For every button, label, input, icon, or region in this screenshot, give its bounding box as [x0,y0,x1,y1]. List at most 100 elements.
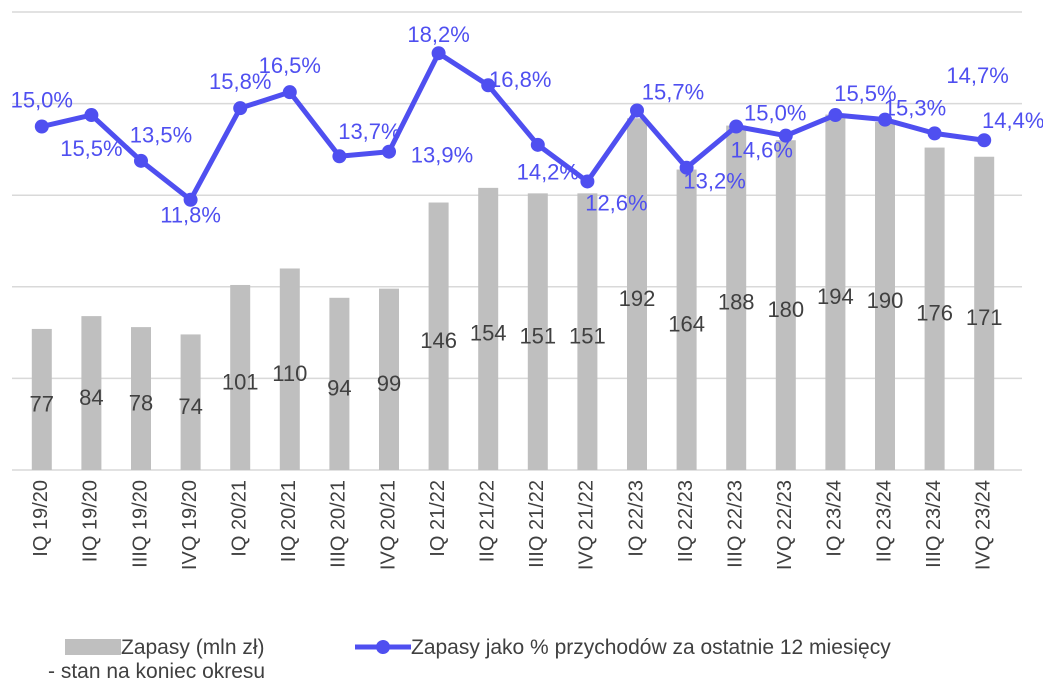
legend-swatch [355,640,411,654]
line-marker [778,128,793,143]
data-label: 194 [817,284,854,309]
x-tick-label: IQ 22/23 [625,480,647,557]
line-marker [382,144,396,159]
bar [875,121,895,471]
data-label: 190 [867,288,904,313]
bar [577,193,598,471]
bar [31,328,52,470]
bar [279,268,300,470]
x-tick-label: IVQ 19/20 [179,480,201,570]
data-label: 13,5% [130,123,192,148]
line-marker [233,101,248,116]
x-tick-label: IQ 20/21 [228,480,250,557]
data-label: 101 [222,369,259,394]
line-marker [729,119,744,134]
data-label: 84 [79,385,103,410]
data-label: 146 [420,328,457,353]
data-label: 14,4% [982,108,1043,133]
x-tick-label: IIQ 21/22 [476,480,498,562]
x-tick-label: IVQ 21/22 [576,480,598,570]
bar [775,140,796,471]
bar [428,202,449,470]
data-label: 74 [178,394,202,419]
bar [726,125,747,471]
line-marker [481,78,496,93]
x-tick-label: IIQ 22/23 [675,480,697,562]
line-marker [183,192,198,207]
legend-line: Zapasy jako % przychodów za ostatnie 12 … [355,636,891,660]
bar [825,114,846,470]
line-marker [431,46,446,61]
data-label: 151 [569,323,606,348]
bar [131,327,151,470]
bar [230,284,251,470]
x-tick-label: IIIQ 21/22 [526,480,548,568]
data-label: 14,2% [517,160,579,185]
data-label: 15,0% [11,87,73,112]
data-label: 110 [272,361,307,386]
data-label: 15,5% [60,136,122,161]
x-tick-label: IIQ 23/24 [873,480,895,562]
data-label: 164 [668,312,705,337]
line-marker [134,153,148,168]
line-marker [679,160,694,175]
x-tick-label: IQ 19/20 [30,480,52,557]
data-label: 151 [519,323,556,348]
data-label: 77 [30,391,54,416]
legend-bar: Zapasy (mln zł) - stan na koniec okresu [48,636,265,681]
data-label: 192 [619,286,656,311]
data-label: 78 [129,390,153,415]
bar [180,334,201,470]
line-marker [84,108,99,123]
data-label: 11,8% [160,203,221,228]
x-tick-label: IIQ 19/20 [80,480,102,562]
data-label: 15,5% [834,81,896,106]
data-label: 15,0% [744,100,806,125]
bar [81,316,102,470]
bar [627,118,647,471]
legend-label: Zapasy (mln zł) - stan na koniec okresu [48,636,266,681]
x-tick-label: IQ 23/24 [824,480,846,557]
data-label: 13,9% [411,143,473,168]
bar [924,147,945,470]
bar [329,297,350,470]
bar [974,156,995,470]
data-label: 14,6% [731,137,793,162]
data-label: 15,3% [884,95,946,120]
line-marker [977,133,992,148]
x-tick-label: IIIQ 22/23 [724,480,746,568]
legend-swatch [65,639,121,655]
data-label: 15,7% [642,79,704,104]
x-tick-label: IIIQ 19/20 [129,480,151,568]
line-marker [332,149,347,164]
data-label: 16,8% [489,67,551,92]
data-label: 13,2% [683,169,745,194]
line-marker [927,126,942,141]
legend-label: Zapasy jako % przychodów za ostatnie 12 … [411,636,891,659]
data-label: 180 [767,297,804,322]
line-marker [530,137,545,152]
data-label: 94 [327,376,351,401]
line-marker [828,108,843,123]
x-tick-label: IIIQ 23/24 [923,480,945,568]
data-label: 188 [718,290,755,315]
x-tick-label: IVQ 20/21 [377,480,399,570]
data-label: 99 [377,371,401,396]
x-tick-label: IQ 21/22 [427,480,449,557]
bar [676,169,697,470]
line [41,50,985,203]
data-label: 12,6% [585,190,647,215]
data-label: 18,2% [407,22,469,47]
bar [478,187,499,470]
bar [527,193,548,471]
x-tick-label: IVQ 22/23 [774,480,796,570]
data-label: 176 [916,301,953,326]
line-marker [878,112,892,127]
line-marker [282,85,297,100]
data-label: 16,5% [259,53,321,78]
line-marker [630,103,644,118]
x-tick-label: IVQ 23/24 [972,480,994,570]
data-label: 171 [966,305,1003,330]
